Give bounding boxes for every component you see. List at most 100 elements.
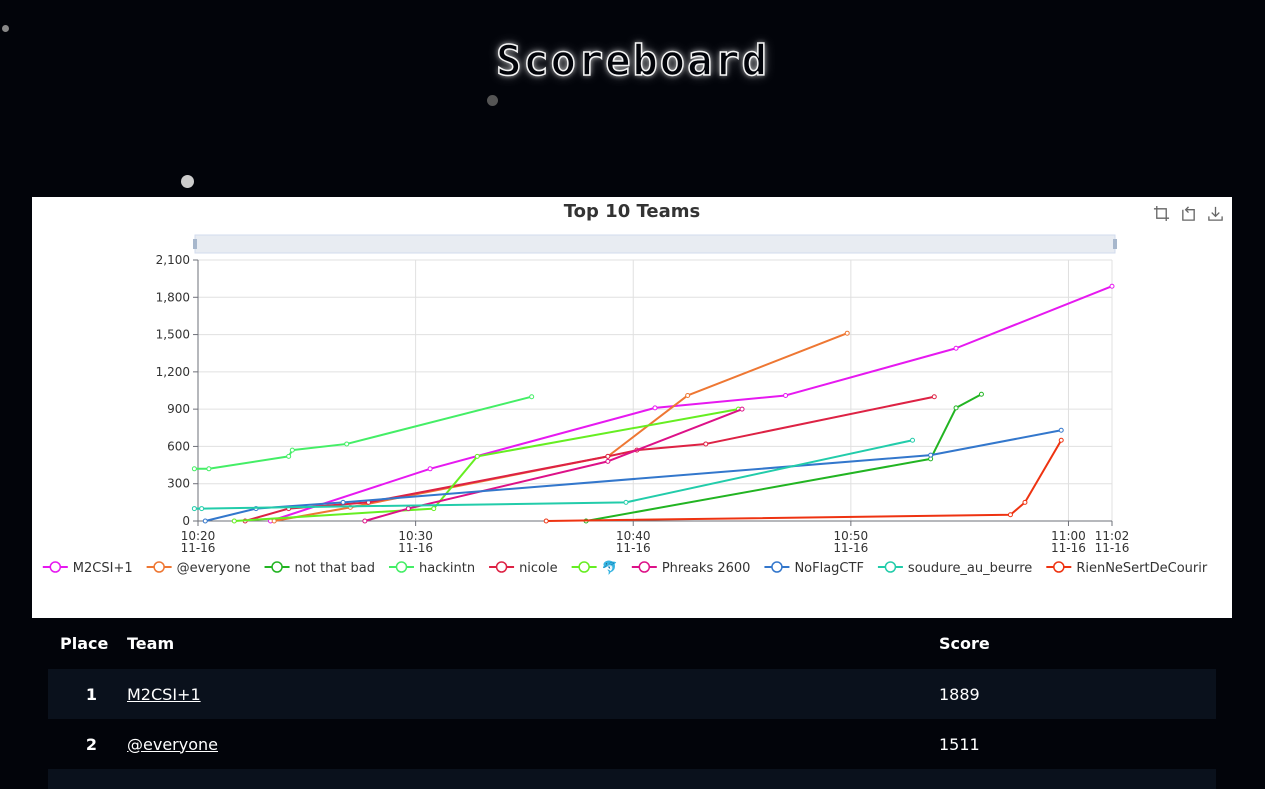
team-link[interactable]: @everyone — [127, 734, 218, 754]
place-cell: 1 — [85, 684, 98, 704]
data-point — [231, 518, 237, 524]
series-line — [585, 393, 982, 522]
place-cell: 2 — [85, 734, 98, 754]
team-column-header: Team — [127, 634, 175, 653]
data-point — [605, 453, 611, 459]
series-line — [234, 408, 739, 522]
x-tick-date-label: 11-16 — [1051, 541, 1086, 555]
x-tick-label: 10:30 — [398, 529, 433, 543]
table-row: 1 M2CSI+1 1889 — [48, 669, 1216, 719]
y-tick-label: 1,500 — [156, 328, 190, 342]
chart-title: Top 10 Teams — [564, 201, 700, 222]
data-point — [427, 466, 433, 472]
line-chart: Top 10 Teams 0 300 600 900 1,200 1,500 1,800 2,1… — [42, 201, 1208, 576]
data-point — [199, 506, 205, 512]
data-point — [431, 506, 437, 512]
x-tick-label: 10:40 — [616, 529, 651, 543]
zoom-icon[interactable] — [1153, 205, 1170, 222]
decorative-dot — [181, 175, 194, 188]
data-point — [623, 499, 629, 505]
data-point — [931, 394, 937, 400]
legend-label: RienNeSertDeCourir — [1076, 561, 1208, 576]
decorative-dot — [487, 95, 498, 106]
data-point — [289, 447, 295, 453]
legend-label: NoFlagCTF — [794, 561, 863, 576]
series-line — [273, 332, 848, 522]
data-point — [652, 405, 658, 411]
data-point — [191, 466, 197, 472]
x-tick-date-label: 11-16 — [1095, 541, 1130, 555]
x-tick-label: 11:02 — [1095, 529, 1130, 543]
data-point — [344, 441, 350, 447]
data-point — [703, 441, 709, 447]
x-tick-label: 10:50 — [834, 529, 869, 543]
y-tick-label: 600 — [167, 439, 190, 453]
x-tick-label: 11:00 — [1051, 529, 1086, 543]
decorative-dot — [2, 25, 9, 32]
legend-label: nicole — [519, 561, 558, 576]
scoreboard-table: Place Team Score 1 M2CSI+1 1889 2 @every… — [48, 618, 1216, 789]
data-point — [928, 452, 934, 458]
data-point — [953, 345, 959, 351]
data-point — [685, 392, 691, 398]
data-point — [605, 458, 611, 464]
y-tick-label: 300 — [167, 477, 190, 491]
datazoom-handle-right — [1113, 239, 1117, 249]
y-tick-label: 2,100 — [156, 253, 190, 267]
data-point — [1058, 437, 1064, 443]
legend-marker — [271, 561, 283, 573]
datazoom-handle-left — [193, 239, 197, 249]
data-point — [286, 453, 292, 459]
data-point — [543, 518, 549, 524]
x-tick-date-label: 11-16 — [398, 541, 433, 555]
save-image-icon[interactable] — [1207, 205, 1224, 222]
data-point — [405, 506, 411, 512]
score-cell: 1511 — [939, 734, 980, 754]
data-point — [202, 518, 208, 524]
data-point — [340, 499, 346, 505]
legend-label: @everyone — [177, 561, 251, 576]
series-line — [546, 439, 1063, 522]
restore-icon[interactable] — [1180, 205, 1197, 222]
series-line — [364, 408, 743, 522]
data-point — [191, 506, 197, 512]
table-row — [48, 769, 1216, 789]
legend-marker — [1053, 561, 1065, 573]
legend-marker — [49, 561, 62, 573]
table-row: 2 @everyone 1511 — [48, 719, 1216, 769]
x-tick-date-label: 11-16 — [181, 541, 216, 555]
legend-label: M2CSI+1 — [73, 561, 133, 576]
data-point — [362, 518, 368, 524]
data-point — [1007, 512, 1013, 518]
score-cell: 1889 — [939, 684, 980, 704]
data-point — [1058, 427, 1064, 433]
team-link[interactable]: M2CSI+1 — [127, 684, 201, 704]
x-tick-date-label: 11-16 — [833, 541, 868, 555]
data-point — [1022, 499, 1028, 505]
data-point — [529, 394, 535, 400]
legend-marker — [884, 561, 897, 573]
data-point — [739, 406, 745, 412]
x-tick-label: 10:20 — [181, 529, 216, 543]
legend-marker — [578, 561, 590, 573]
series-line — [270, 285, 1113, 522]
y-tick-label: 1,800 — [156, 290, 190, 304]
page-title: Scoreboard — [495, 35, 769, 86]
data-point — [844, 330, 850, 336]
data-point — [474, 453, 480, 459]
series-line — [194, 439, 913, 510]
y-tick-label: 1,200 — [156, 365, 190, 379]
series-line — [194, 395, 532, 470]
y-tick-label: 900 — [167, 402, 190, 416]
chart-toolbox — [1153, 205, 1224, 222]
data-point — [1109, 283, 1115, 289]
datazoom-slider — [194, 234, 1116, 254]
legend-marker — [495, 561, 508, 573]
score-column-header: Score — [939, 634, 990, 653]
y-tick-label: 0 — [182, 514, 190, 528]
data-point — [783, 392, 789, 398]
table-header: Place Team Score — [48, 618, 1216, 669]
legend-marker — [638, 561, 651, 573]
data-point — [978, 391, 984, 397]
legend-marker — [395, 561, 408, 573]
